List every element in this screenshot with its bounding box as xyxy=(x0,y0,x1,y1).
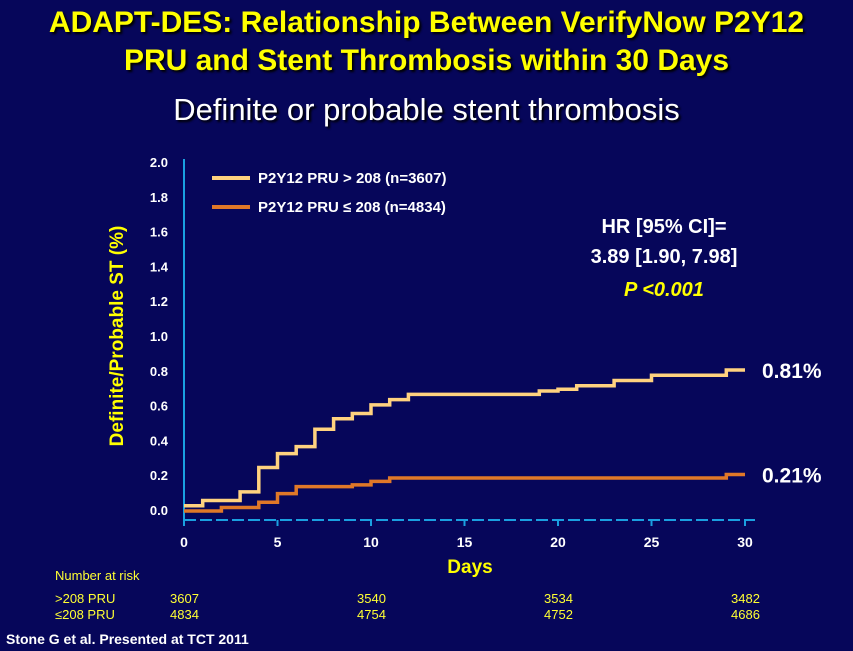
risk-value-high-30: 3482 xyxy=(731,591,760,606)
y-tick-label: 1.8 xyxy=(150,190,168,205)
y-tick-label: 1.0 xyxy=(150,329,168,344)
series-line-pru-low xyxy=(184,472,745,513)
y-tick-label: 1.6 xyxy=(150,225,168,240)
y-tick-label: 1.4 xyxy=(150,259,169,274)
title-line-1: ADAPT-DES: Relationship Between VerifyNo… xyxy=(48,6,805,39)
x-tick-label: 5 xyxy=(274,534,282,550)
y-tick-label: 0.4 xyxy=(150,433,169,448)
risk-value-high-20: 3534 xyxy=(544,591,573,606)
citation: Stone G et al. Presented at TCT 2011 xyxy=(6,631,249,647)
legend-label: P2Y12 PRU > 208 (n=3607) xyxy=(258,170,446,187)
legend-label: P2Y12 PRU ≤ 208 (n=4834) xyxy=(258,199,446,216)
y-tick-label: 0.0 xyxy=(150,503,168,518)
risk-row-label-low: ≤208 PRU xyxy=(55,607,115,622)
x-tick-label: 20 xyxy=(550,534,566,550)
hr-label: HR [95% CI]= xyxy=(601,216,726,238)
y-tick-label: 1.2 xyxy=(150,294,168,309)
x-tick-label: 25 xyxy=(644,534,660,550)
risk-value-low-0: 4834 xyxy=(170,607,199,622)
x-axis-title: Days xyxy=(447,557,492,578)
risk-value-high-10: 3540 xyxy=(357,591,386,606)
subtitle: Definite or probable stent thrombosis xyxy=(173,92,680,127)
x-tick-label: 10 xyxy=(363,534,379,550)
end-label-high: 0.81% xyxy=(762,360,822,383)
risk-value-low-10: 4754 xyxy=(357,607,386,622)
x-tick-label: 0 xyxy=(180,534,188,550)
y-axis-title: Definite/Probable ST (%) xyxy=(107,226,128,447)
risk-value-low-30: 4686 xyxy=(731,607,760,622)
x-tick-label: 30 xyxy=(737,534,753,550)
hr-value: 3.89 [1.90, 7.98] xyxy=(591,246,738,268)
series-line-pru-high xyxy=(184,368,745,508)
risk-value-high-0: 3607 xyxy=(170,591,199,606)
y-tick-label: 0.2 xyxy=(150,468,168,483)
risk-row-label-high: >208 PRU xyxy=(55,591,116,606)
risk-table-header: Number at risk xyxy=(55,568,140,583)
y-tick-label: 2.0 xyxy=(150,155,168,170)
y-tick-label: 0.8 xyxy=(150,364,168,379)
title-line-2: PRU and Stent Thrombosis within 30 Days xyxy=(123,44,730,77)
end-label-low: 0.21% xyxy=(762,464,822,487)
p-value: P <0.001 xyxy=(624,279,704,301)
x-tick-label: 15 xyxy=(457,534,473,550)
risk-value-low-20: 4752 xyxy=(544,607,573,622)
y-tick-label: 0.6 xyxy=(150,399,168,414)
